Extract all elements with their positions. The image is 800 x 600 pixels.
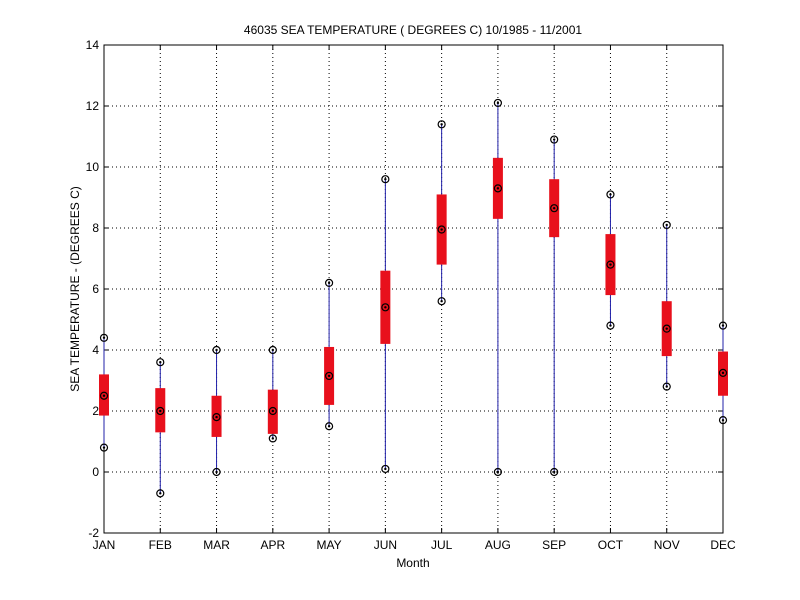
min-marker-dot	[271, 437, 275, 440]
max-marker-dot	[721, 324, 725, 327]
min-marker-dot	[665, 385, 668, 388]
median-marker-dot	[440, 228, 443, 231]
y-tick-label: 10	[86, 160, 100, 174]
max-marker	[718, 321, 728, 330]
y-tick-label: 8	[92, 221, 99, 235]
max-marker-dot	[665, 223, 668, 227]
median-marker	[662, 324, 671, 333]
max-marker-dot	[215, 348, 218, 352]
min-marker-dot	[552, 470, 556, 474]
median-marker	[606, 260, 615, 269]
min-marker	[268, 434, 277, 443]
min-marker-dot	[440, 300, 443, 303]
max-marker-dot	[496, 101, 500, 105]
y-tick-label: 0	[92, 465, 99, 479]
max-marker	[99, 333, 109, 342]
max-marker	[212, 345, 221, 355]
max-marker	[268, 345, 277, 355]
min-marker	[662, 382, 671, 391]
min-marker	[718, 416, 728, 425]
median-marker-dot	[496, 187, 500, 190]
min-marker	[606, 321, 615, 330]
max-marker-dot	[384, 178, 387, 181]
x-tick-label: OCT	[598, 538, 624, 552]
y-tick-label: 4	[92, 343, 99, 357]
max-marker	[324, 278, 334, 287]
x-axis-label: Month	[396, 556, 429, 570]
min-marker-dot	[159, 492, 162, 495]
chart-title: 46035 SEA TEMPERATURE ( DEGREES C) 10/19…	[244, 23, 582, 37]
y-tick-label: 12	[86, 99, 100, 113]
min-marker	[324, 422, 334, 431]
median-marker	[324, 371, 334, 381]
median-marker-dot	[384, 306, 387, 309]
median-marker-dot	[721, 371, 725, 375]
median-marker	[268, 406, 277, 416]
min-marker	[212, 467, 221, 477]
min-marker-dot	[609, 324, 612, 327]
min-marker	[550, 467, 559, 477]
median-marker-dot	[159, 409, 162, 413]
max-marker	[437, 120, 446, 129]
min-marker-dot	[496, 470, 500, 474]
x-tick-label: MAR	[203, 538, 230, 552]
median-marker-dot	[327, 374, 331, 378]
min-marker-dot	[215, 470, 218, 474]
x-tick-label: AUG	[485, 538, 511, 552]
x-tick-label: NOV	[654, 538, 680, 552]
y-tick-label: 14	[86, 38, 100, 52]
min-marker-dot	[721, 418, 725, 422]
x-tick-label: JUN	[374, 538, 397, 552]
min-marker	[381, 464, 390, 474]
median-marker	[718, 368, 728, 377]
y-tick-label: 2	[92, 404, 99, 418]
min-marker	[156, 489, 165, 498]
min-marker-dot	[102, 446, 106, 449]
median-marker-dot	[552, 206, 556, 210]
median-marker-dot	[271, 409, 275, 413]
median-marker	[156, 406, 165, 416]
median-marker-dot	[102, 394, 106, 397]
median-marker	[99, 391, 109, 400]
y-tick-label: -2	[88, 526, 99, 540]
median-marker-dot	[665, 327, 668, 330]
max-marker-dot	[159, 361, 162, 364]
median-marker	[381, 303, 390, 312]
y-tick-label: 6	[92, 282, 99, 296]
max-marker-dot	[271, 348, 275, 352]
x-tick-label: JAN	[93, 538, 116, 552]
median-marker-dot	[215, 415, 218, 419]
median-marker	[550, 204, 559, 213]
min-marker-dot	[384, 467, 387, 471]
median-marker	[437, 225, 446, 234]
x-tick-label: SEP	[542, 538, 566, 552]
max-marker	[550, 135, 559, 144]
max-marker-dot	[552, 138, 556, 141]
max-marker	[381, 175, 390, 184]
x-tick-label: APR	[260, 538, 285, 552]
max-marker-dot	[327, 281, 331, 285]
y-axis-label: SEA TEMPERATURE - (DEGREES C)	[68, 186, 82, 392]
min-marker-dot	[327, 425, 331, 428]
max-marker-dot	[609, 193, 612, 196]
x-tick-label: MAY	[317, 538, 342, 552]
plot-area: -2 0 2 4 6 8 10 12 14 JAN FEB MAR APR MAY JUN JUL AUG SEP…	[86, 38, 736, 552]
x-tick-label: JUL	[431, 538, 453, 552]
x-tick-label: DEC	[710, 538, 736, 552]
max-marker-dot	[440, 123, 443, 126]
min-marker	[99, 443, 109, 452]
median-marker-dot	[609, 263, 612, 266]
median-marker	[212, 413, 221, 422]
median-marker	[493, 184, 503, 193]
max-marker	[156, 358, 165, 367]
min-marker	[493, 467, 503, 477]
x-tick-label: FEB	[149, 538, 172, 552]
max-marker	[493, 98, 503, 108]
min-marker	[437, 297, 446, 306]
max-marker	[606, 190, 615, 199]
max-marker	[662, 220, 671, 230]
max-marker-dot	[102, 336, 106, 339]
